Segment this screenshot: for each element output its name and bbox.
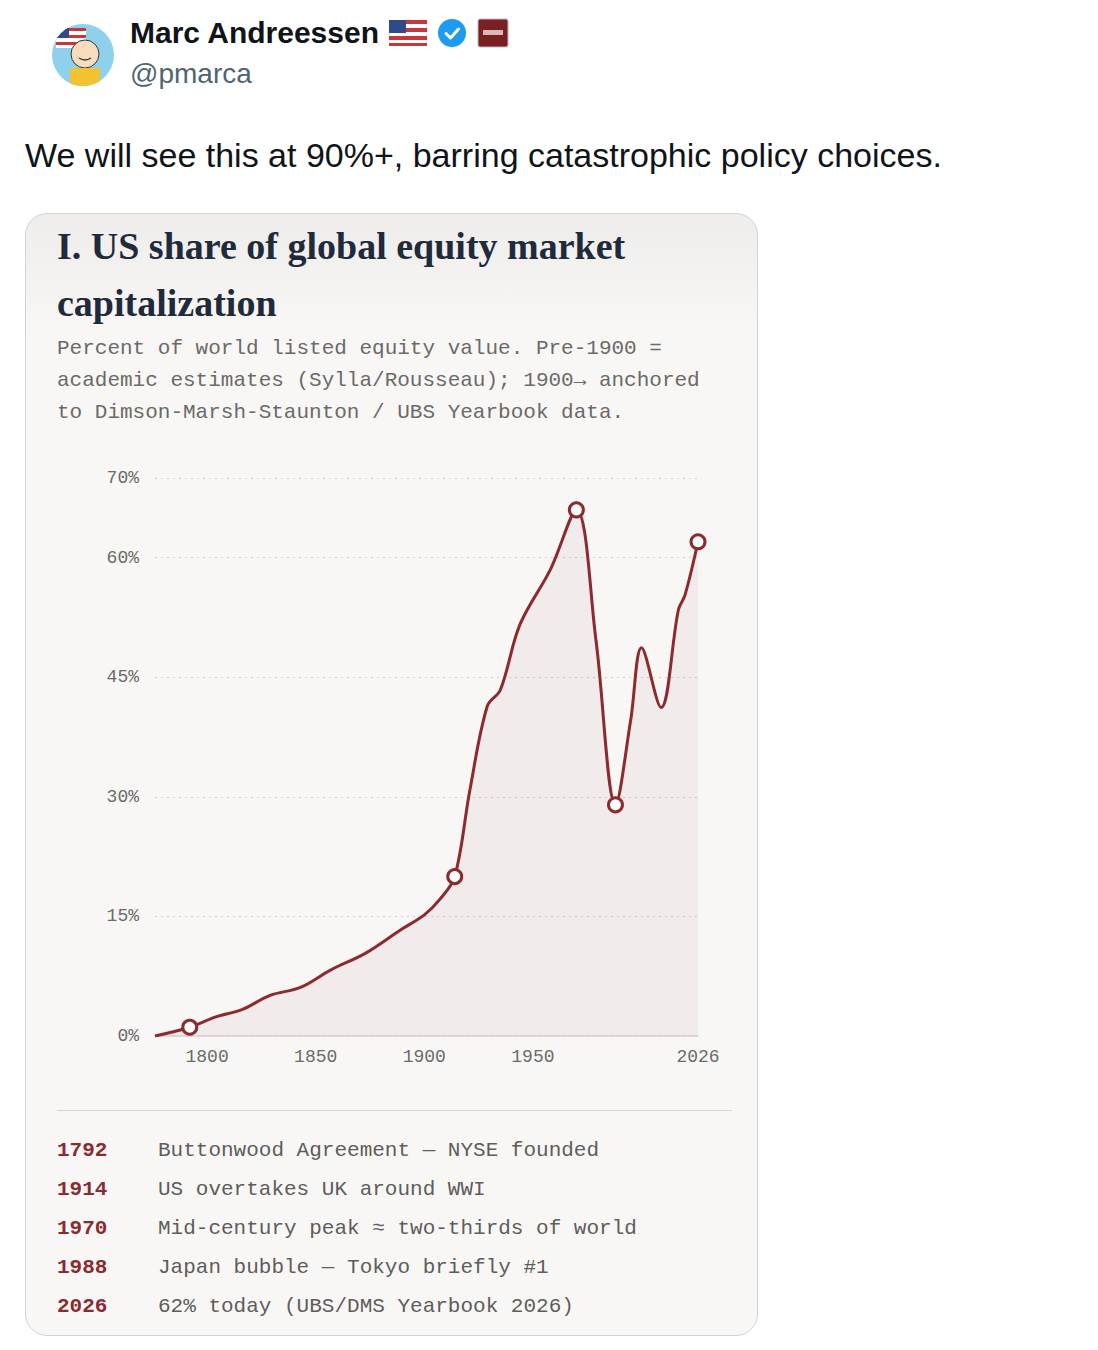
html-text:I. US share of global equity m: I. US share of global equity market capi… bbox=[57, 225, 626, 324]
html-text:We will see this at 90%+, barr: We will see this at 90%+, barring catast… bbox=[25, 136, 942, 174]
html-text:Percent of world listed equity: Percent of world listed equity value. Pr… bbox=[57, 337, 700, 424]
html-text:Japan bubble — Tokyo briefly #: Japan bubble — Tokyo briefly #1 bbox=[158, 1256, 549, 1279]
svg-text:45%: 45% bbox=[107, 667, 140, 687]
svg-text:1800: 1800 bbox=[186, 1047, 229, 1067]
svg-text:60%: 60% bbox=[107, 548, 140, 568]
svg-text:1950: 1950 bbox=[511, 1047, 554, 1067]
html-text:1914: 1914 bbox=[57, 1178, 108, 1201]
html-text:Mid-century peak ≈ two-thirds: Mid-century peak ≈ two-thirds of world bbox=[158, 1217, 637, 1240]
svg-text:70%: 70% bbox=[107, 468, 140, 488]
html-text:@pmarca: @pmarca bbox=[130, 58, 252, 89]
svg-text:15%: 15% bbox=[107, 906, 140, 926]
html-text:Buttonwood Agreement — NYSE fo: Buttonwood Agreement — NYSE founded bbox=[158, 1139, 600, 1162]
html-text:Marc Andreessen: Marc Andreessen bbox=[130, 16, 379, 49]
html-text:2026: 2026 bbox=[57, 1295, 108, 1318]
svg-text:30%: 30% bbox=[107, 787, 140, 807]
html-text:62% today (UBS/DMS Yearbook 20: 62% today (UBS/DMS Yearbook 2026) bbox=[158, 1295, 574, 1318]
html-text:1970: 1970 bbox=[57, 1217, 108, 1240]
svg-text:0%: 0% bbox=[117, 1026, 139, 1046]
svg-text:2026: 2026 bbox=[676, 1047, 719, 1067]
html-text:1988: 1988 bbox=[57, 1256, 108, 1279]
svg-text:1850: 1850 bbox=[294, 1047, 337, 1067]
svg-text:1900: 1900 bbox=[403, 1047, 446, 1067]
html-text:US overtakes UK around WWI: US overtakes UK around WWI bbox=[158, 1178, 486, 1201]
html-text:1792: 1792 bbox=[57, 1139, 108, 1162]
